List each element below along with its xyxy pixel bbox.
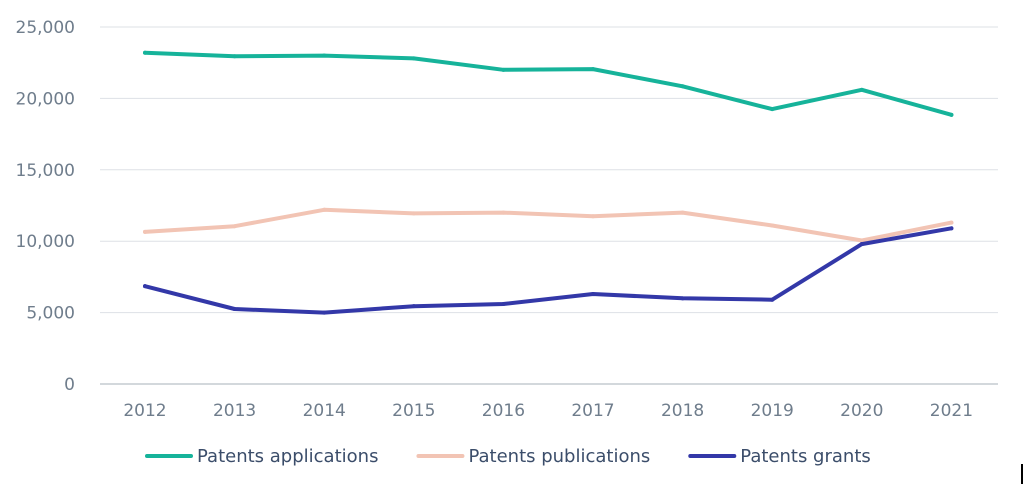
series-2 [143,207,954,243]
data-point [322,207,327,212]
x-tick-label: 2018 [661,401,704,421]
data-point [680,296,685,301]
data-point [143,229,147,234]
y-tick-label: 5,000 [26,304,75,324]
data-point [232,54,237,59]
data-point [770,297,775,302]
data-point [949,112,954,117]
x-tick-label: 2013 [213,401,256,421]
data-point [680,210,685,215]
data-point [501,67,506,72]
data-point [680,84,685,89]
x-tick-label: 2017 [571,401,614,421]
y-tick-label: 0 [64,375,75,395]
y-tick-label: 10,000 [16,232,75,252]
y-tick-label: 15,000 [16,161,75,181]
legend: Patents applications Patents publications… [145,446,871,467]
data-point [232,307,237,312]
y-tick-label: 20,000 [16,89,75,109]
legend-label: Patents grants [740,446,870,467]
data-point [591,214,595,219]
legend-item: Patents grants [688,446,871,467]
data-point [411,211,416,216]
legend-label: Patents applications [197,446,378,467]
data-point [770,107,775,112]
x-tick-label: 2016 [482,401,525,421]
data-point [143,50,147,55]
x-tick-label: 2012 [123,401,166,421]
series-3 [143,226,954,315]
data-point [770,223,775,228]
data-point [232,224,237,229]
x-tick-label: 2019 [751,401,794,421]
x-tick-label: 2020 [840,401,883,421]
legend-item: Patents publications [416,446,650,467]
y-axis: 0 5,000 10,000 15,000 20,000 25,000 [16,18,75,395]
data-point [859,238,864,243]
x-tick-label: 2015 [392,401,435,421]
series-lines [143,50,954,315]
series-line [143,226,954,315]
legend-label: Patents publications [468,446,650,467]
legend-item: Patents applications [145,446,378,467]
data-point [143,284,147,289]
data-point [501,210,506,215]
data-point [591,292,595,297]
x-tick-label: 2014 [303,401,346,421]
data-point [859,87,864,92]
x-tick-label: 2021 [930,401,973,421]
data-point [949,226,954,231]
data-point [322,53,327,58]
y-tick-label: 25,000 [16,18,75,38]
data-point [322,310,327,315]
data-point [411,304,416,309]
data-point [501,302,506,307]
data-point [591,67,595,72]
data-point [859,242,864,247]
gridlines [100,26,998,314]
edge-marker [1021,464,1023,484]
x-axis: 2012 2013 2014 2015 2016 2017 2018 2019 2020 2021 [100,383,998,421]
series-1 [143,50,954,117]
data-point [949,220,954,225]
series-line [143,207,954,243]
data-point [411,56,416,61]
series-line [143,50,954,117]
